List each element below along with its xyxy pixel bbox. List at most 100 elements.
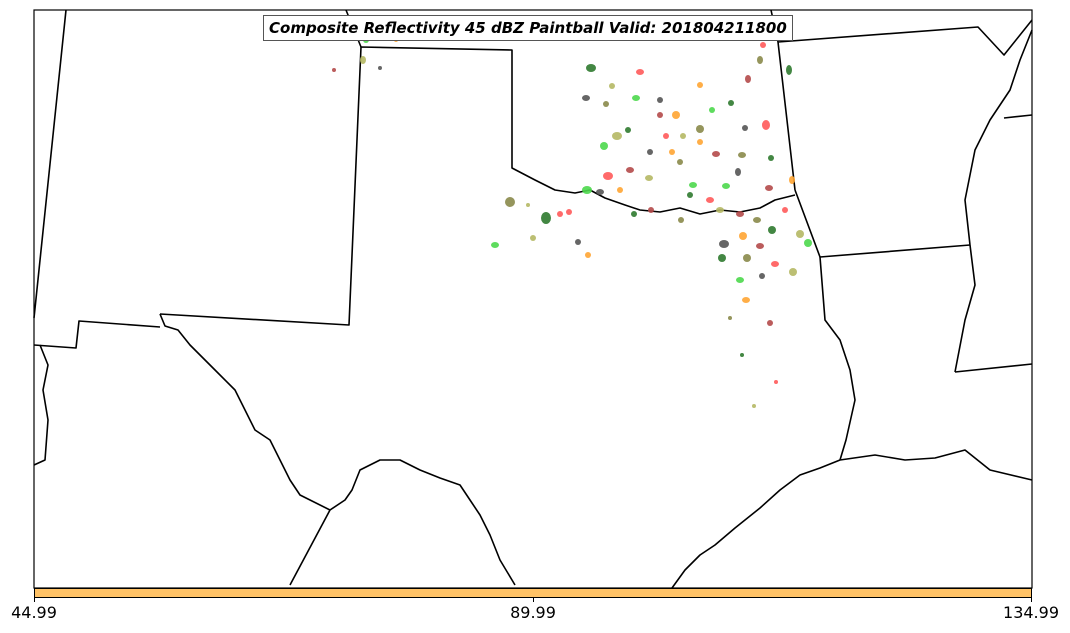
storm-cell xyxy=(585,252,591,258)
storm-cell xyxy=(557,211,563,217)
storm-cell xyxy=(697,82,703,88)
storm-cell xyxy=(647,149,653,155)
storm-cell xyxy=(645,175,653,181)
storm-cell xyxy=(582,95,590,101)
storm-cell xyxy=(575,239,581,245)
storm-cell xyxy=(600,142,608,150)
storm-cell xyxy=(566,209,572,215)
storm-cell xyxy=(753,217,761,223)
boundary-nm-west xyxy=(33,9,67,319)
storm-cell xyxy=(716,207,724,213)
storm-cell xyxy=(617,187,623,193)
storm-cell xyxy=(738,152,746,158)
boundary-mexico xyxy=(289,509,331,586)
storm-cell xyxy=(742,125,748,131)
storm-cell xyxy=(789,268,797,276)
storm-cell xyxy=(743,254,751,262)
storm-cell xyxy=(767,320,773,326)
boundary-ms-al xyxy=(954,244,976,373)
storm-cell xyxy=(752,404,756,408)
storm-cell xyxy=(505,197,515,207)
boundary-ms-la xyxy=(954,363,1033,373)
storm-cell xyxy=(612,132,622,140)
boundary-tn xyxy=(1003,114,1033,119)
storm-cell xyxy=(332,68,336,72)
storm-cell xyxy=(722,183,730,189)
boundary-ms xyxy=(964,29,1033,246)
storm-cell xyxy=(678,217,684,223)
storm-cell xyxy=(696,125,704,133)
storm-cell xyxy=(582,186,592,194)
storm-cell xyxy=(491,242,499,248)
storm-cell xyxy=(712,151,720,157)
storm-cell xyxy=(680,133,686,139)
storm-cell xyxy=(648,207,654,213)
storm-cell xyxy=(786,65,792,75)
storm-cell xyxy=(768,226,776,234)
storm-cell xyxy=(526,203,530,207)
storm-cell xyxy=(677,159,683,165)
storm-cell xyxy=(728,100,734,106)
colorbar-tick-mark xyxy=(533,598,534,602)
storm-cell xyxy=(739,232,747,240)
boundary-nm-mx xyxy=(33,344,49,466)
storm-cell xyxy=(759,273,765,279)
boundary-tx-coast xyxy=(671,459,841,589)
storm-cell xyxy=(541,212,551,224)
storm-cell xyxy=(360,56,366,64)
colorbar-tick-label-min: 44.99 xyxy=(11,603,57,622)
storm-cell xyxy=(765,185,773,191)
storm-cell xyxy=(378,66,382,70)
boundary-nm-tx-north xyxy=(159,46,796,326)
storm-cell xyxy=(789,176,795,184)
storm-cell xyxy=(736,211,744,217)
storm-cell xyxy=(762,120,770,130)
storm-cell xyxy=(657,97,663,103)
storm-cell xyxy=(796,230,804,238)
boundary-nm-co xyxy=(33,320,161,349)
storm-cell xyxy=(530,235,536,241)
storm-cell xyxy=(603,101,609,107)
storm-cell xyxy=(735,168,741,176)
storm-cell xyxy=(657,112,663,118)
colorbar-tick-mark xyxy=(1031,598,1032,602)
boundary-la-coast xyxy=(839,449,1033,481)
storm-cell xyxy=(697,139,703,145)
storm-cell xyxy=(706,197,714,203)
storm-cell xyxy=(782,207,788,213)
storm-cell xyxy=(626,167,634,173)
storm-cell xyxy=(757,56,763,64)
storm-cell xyxy=(632,95,640,101)
storm-cell xyxy=(625,127,631,133)
storm-cell xyxy=(669,149,675,155)
boundary-ar-la xyxy=(819,256,856,461)
storm-cell xyxy=(631,211,637,217)
storm-cell xyxy=(745,75,751,83)
storm-cell xyxy=(718,254,726,262)
paintball-storm-cells xyxy=(332,37,812,408)
colorbar-tick-label-max: 134.99 xyxy=(1003,603,1059,622)
state-boundaries xyxy=(33,9,1033,589)
colorbar-tick-mark xyxy=(34,598,35,602)
storm-cell xyxy=(756,243,764,249)
storm-cell xyxy=(736,277,744,283)
storm-cell xyxy=(709,107,715,113)
colorbar-tick-label-mid: 89.99 xyxy=(510,603,556,622)
storm-cell xyxy=(663,133,669,139)
storm-cell xyxy=(768,155,774,161)
storm-cell xyxy=(804,239,812,247)
storm-cell xyxy=(596,189,604,195)
storm-cell xyxy=(740,353,744,357)
storm-cell xyxy=(687,192,693,198)
storm-cell xyxy=(719,240,729,248)
storm-cell xyxy=(603,172,613,180)
colorbar xyxy=(34,588,1032,598)
storm-cell xyxy=(760,42,766,48)
storm-cell xyxy=(609,83,615,89)
storm-cell xyxy=(636,69,644,75)
map-title: Composite Reflectivity 45 dBZ Paintball … xyxy=(263,15,793,41)
boundary-mo xyxy=(777,19,1033,56)
storm-cell xyxy=(586,64,596,72)
storm-cell xyxy=(774,380,778,384)
